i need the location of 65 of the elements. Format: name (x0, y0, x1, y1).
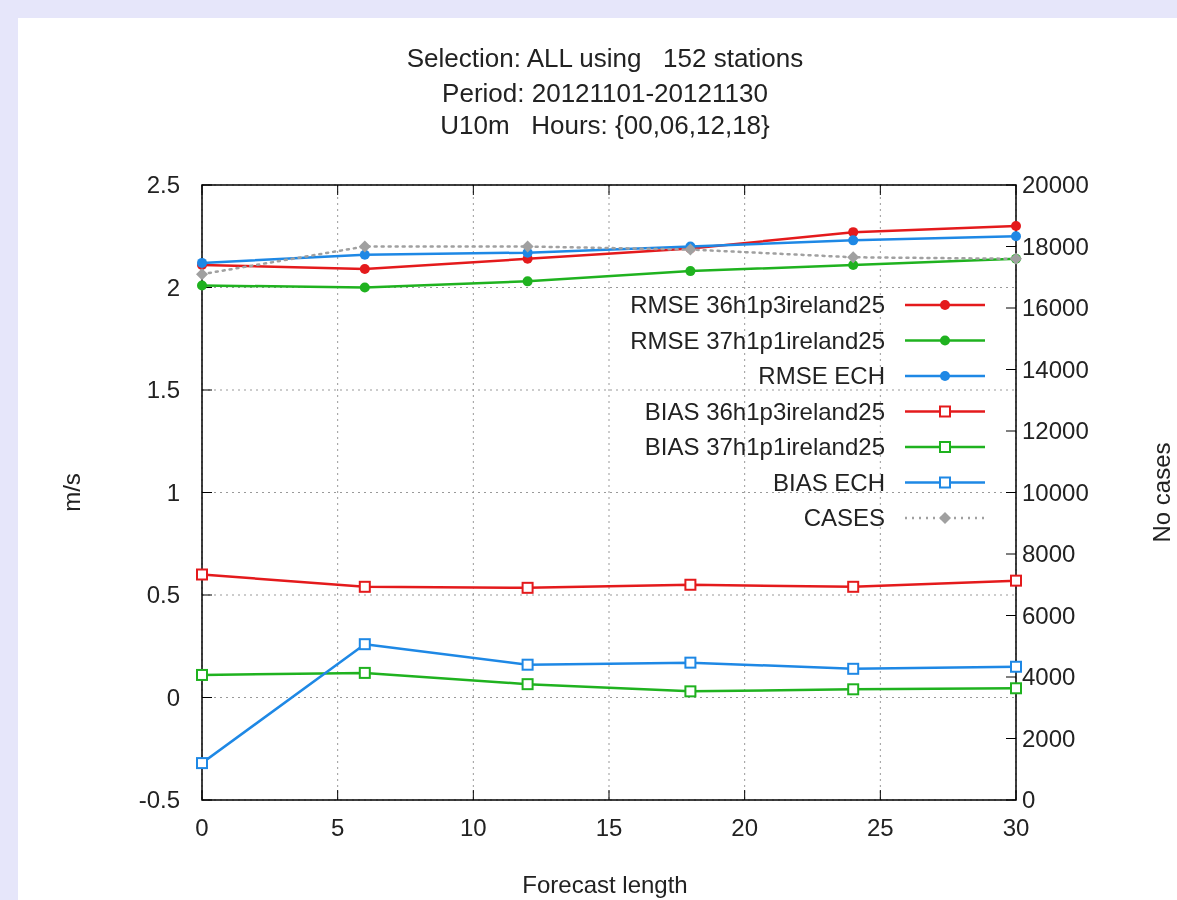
y2-tick-label: 8000 (1022, 540, 1076, 567)
point (684, 656, 697, 669)
point (358, 580, 371, 593)
point (521, 658, 534, 671)
point (358, 638, 371, 651)
point (1010, 660, 1022, 673)
x-axis-title: Forecast length (522, 871, 688, 898)
point (847, 683, 860, 696)
legend-label: BIAS 37h1p1ireland25 (644, 433, 885, 460)
y2-tick-label: 14000 (1022, 355, 1089, 383)
legend-label: CASES (803, 504, 885, 531)
point (521, 581, 534, 594)
y2-tick-label: 0 (1022, 786, 1036, 813)
y2-tick-label: 16000 (1022, 294, 1089, 321)
point (521, 678, 534, 691)
legend-label: BIAS ECH (772, 468, 885, 496)
legend-label: BIAS 36h1p3ireland25 (644, 397, 885, 425)
x-tick-label: 30 (1002, 814, 1030, 841)
point (847, 662, 860, 675)
legend-label: RMSE 36h1p3ireland25 (630, 291, 885, 318)
point (1010, 682, 1022, 695)
point (359, 282, 370, 293)
y-tick-label: 2 (166, 273, 180, 301)
point (358, 666, 371, 679)
y2-tick-label: 20000 (1022, 171, 1089, 198)
y2-tick-label: 4000 (1022, 663, 1076, 690)
x-tick-label: 0 (195, 814, 209, 841)
y-tick-label: 1.5 (146, 376, 180, 403)
y-tick-label: 2.5 (146, 171, 180, 198)
y-tick-label: 1 (166, 478, 180, 506)
y2-tick-label: 10000 (1022, 478, 1089, 506)
point (196, 757, 208, 770)
point (847, 580, 860, 593)
point (197, 280, 207, 291)
point (1010, 574, 1022, 587)
y-axis-title: m/s (58, 473, 85, 512)
point (196, 568, 208, 581)
x-tick-label: 5 (330, 814, 345, 841)
point (684, 578, 697, 591)
y2-tick-label: 12000 (1022, 417, 1089, 444)
y2-tick-label: 18000 (1022, 232, 1089, 260)
y-tick-label: 0 (166, 683, 180, 711)
chart-subtitle: Period: 20121101-20121130 U10m Hours: {00,06,12,18} (440, 78, 771, 140)
y2-tick-label: 6000 (1022, 601, 1076, 629)
point (848, 235, 859, 246)
point (684, 685, 697, 698)
point (359, 264, 370, 275)
point (1011, 221, 1021, 231)
x-tick-label: 15 (595, 814, 623, 841)
point (1011, 231, 1021, 242)
x-tick-label: 25 (866, 814, 894, 841)
legend-label: RMSE 37h1p1ireland25 (630, 326, 885, 354)
x-tick-label: 20 (731, 814, 759, 841)
y2-axis-title: No cases (1148, 442, 1175, 543)
point (196, 668, 208, 681)
point (359, 249, 370, 260)
point (848, 227, 859, 238)
y-tick-label: 0.5 (146, 581, 180, 608)
point (685, 266, 696, 277)
y-tick-label: -0.5 (138, 786, 180, 813)
legend-label: RMSE ECH (758, 362, 885, 389)
point (522, 276, 533, 287)
chart-title: Selection: ALL using 152 stations (406, 43, 804, 73)
x-tick-label: 10 (459, 814, 487, 841)
y2-tick-label: 2000 (1022, 724, 1076, 752)
